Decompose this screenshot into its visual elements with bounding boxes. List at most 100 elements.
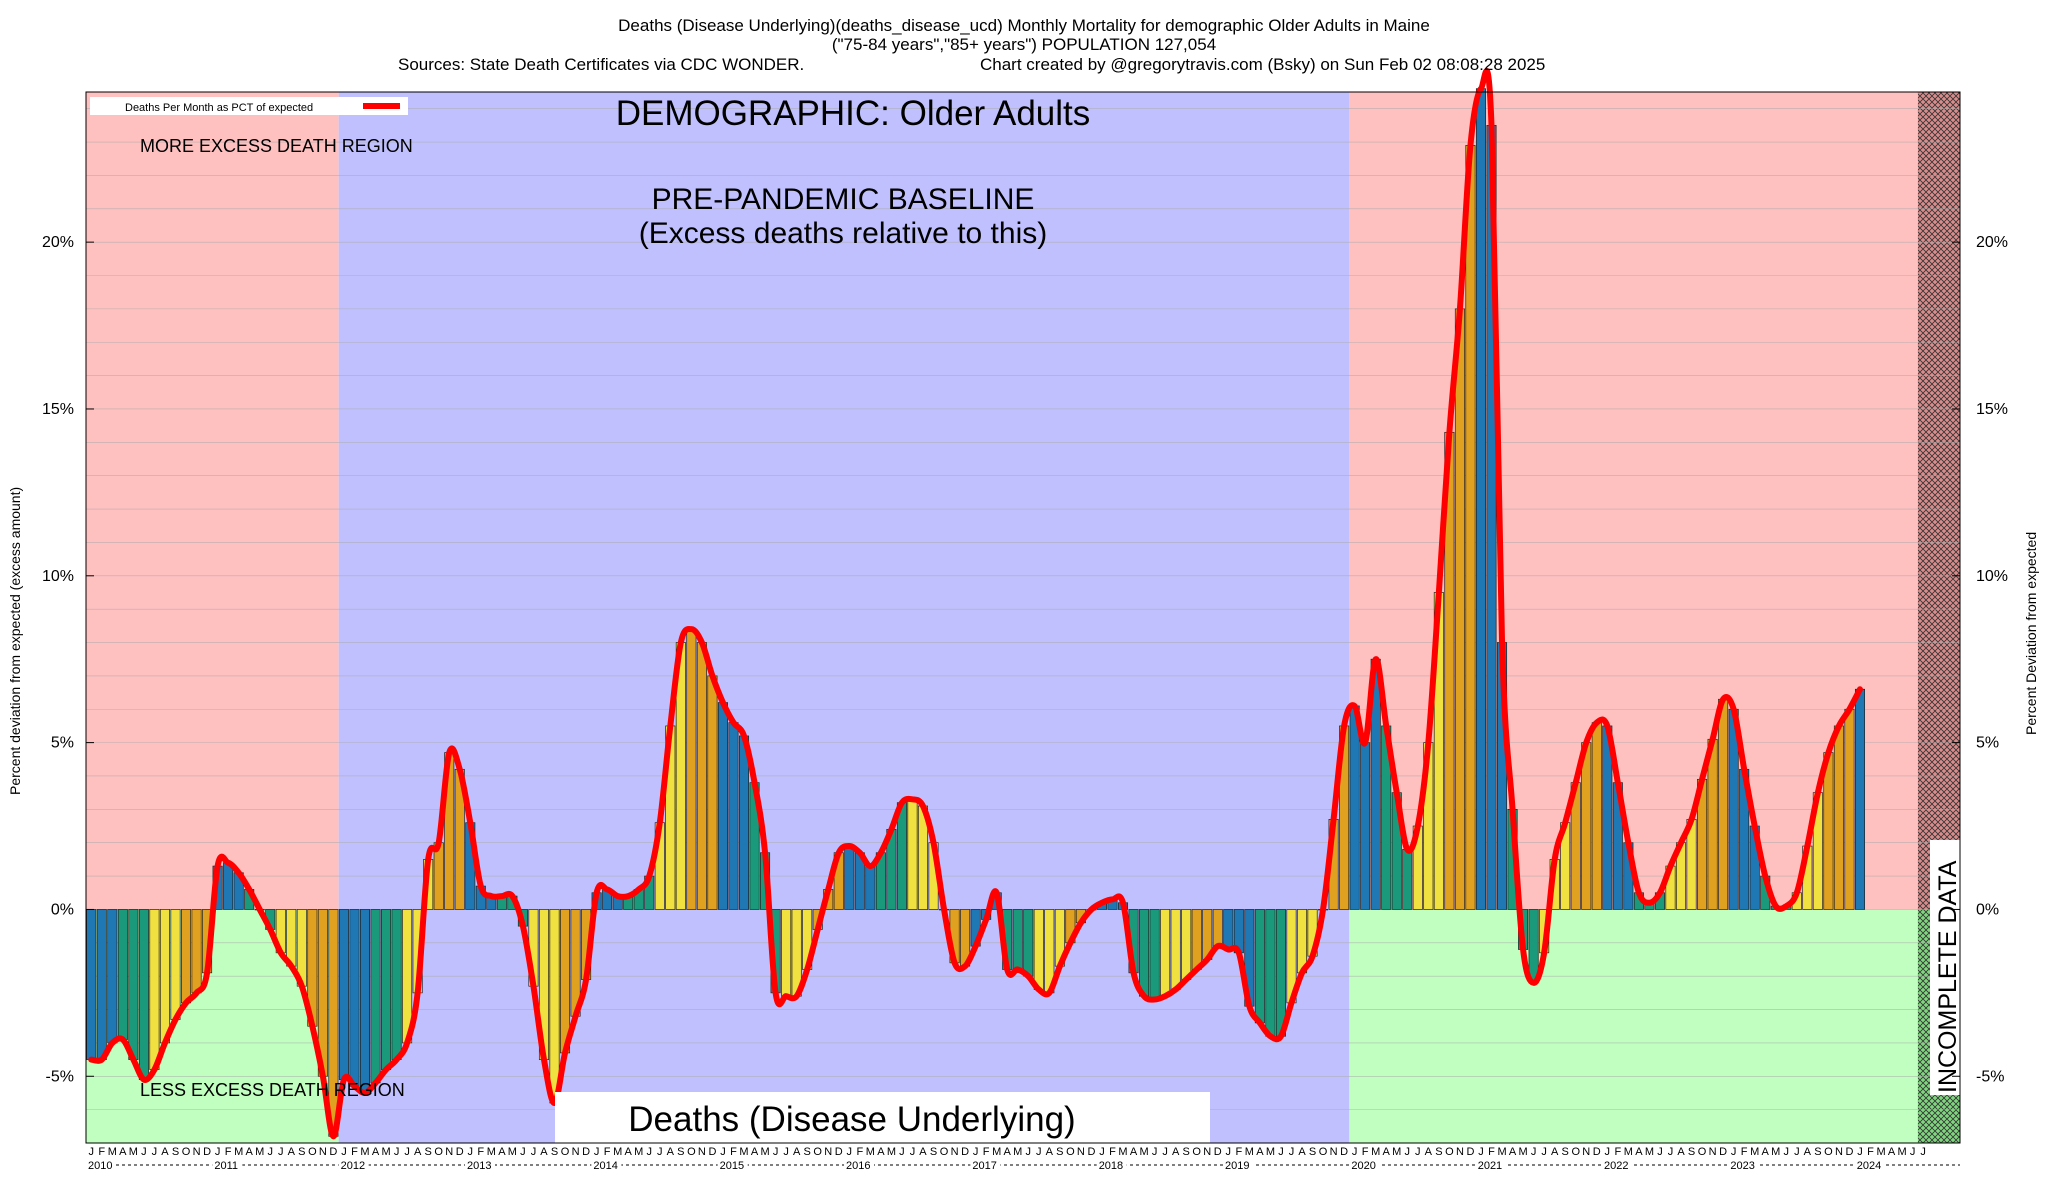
x-month-label: D [1340, 1146, 1348, 1158]
data-bar [328, 909, 339, 1137]
data-bar [1212, 909, 1223, 947]
x-month-label: O [308, 1146, 317, 1158]
year-label-bg [591, 1158, 622, 1171]
x-month-label: M [487, 1146, 496, 1158]
x-month-label: F [225, 1146, 232, 1158]
x-month-label: A [877, 1146, 885, 1158]
x-month-label: J [1352, 1146, 1358, 1158]
bottom-label-box [555, 1092, 1210, 1145]
x-month-label: N [193, 1146, 201, 1158]
x-month-label: J [1794, 1146, 1800, 1158]
y-tick-label-right: 10% [1976, 568, 2008, 585]
baseline-annotation-line-1: PRE-PANDEMIC BASELINE [652, 183, 1035, 216]
x-year-label: 2017 [972, 1160, 996, 1172]
x-month-label: D [203, 1146, 211, 1158]
data-bar [1591, 722, 1602, 910]
data-bar [1033, 909, 1044, 990]
x-month-label: A [246, 1146, 254, 1158]
year-label-bg [970, 1158, 1001, 1171]
data-bar [433, 842, 444, 910]
x-month-label: F [1614, 1146, 1621, 1158]
trend-line [88, 67, 1863, 1140]
legend-box [90, 97, 408, 115]
x-month-label: M [255, 1146, 264, 1158]
x-month-label: S [930, 1146, 937, 1158]
x-month-label: S [551, 1146, 558, 1158]
x-year-label: 2022 [1604, 1160, 1628, 1172]
x-month-label: A [1551, 1146, 1559, 1158]
x-month-label: J [783, 1146, 789, 1158]
data-bar [844, 845, 855, 910]
x-month-label: D [1466, 1146, 1474, 1158]
data-bar [1718, 698, 1729, 910]
x-month-label: J [899, 1146, 905, 1158]
data-bar [1170, 909, 1181, 990]
incomplete-data-region-upper [1917, 92, 1960, 910]
x-month-label: A [1130, 1146, 1138, 1158]
y-tick-label-left: 5% [51, 735, 74, 752]
x-month-label: N [824, 1146, 832, 1158]
x-month-label: J [1278, 1146, 1284, 1158]
data-bar [117, 909, 128, 1040]
x-year-label: 2013 [467, 1160, 491, 1172]
data-bar [1475, 88, 1486, 910]
bottom-metric-label: Deaths (Disease Underlying) [628, 1100, 1075, 1139]
data-bar [359, 909, 371, 1094]
x-month-label: F [1488, 1146, 1495, 1158]
data-bar [1139, 909, 1150, 997]
x-month-label: F [730, 1146, 737, 1158]
more-excess-region-label: MORE EXCESS DEATH REGION [140, 136, 413, 156]
x-month-label: D [1593, 1146, 1601, 1158]
data-bar [1402, 849, 1413, 910]
legend: Deaths Per Month as PCT of expected [90, 97, 408, 115]
x-year-label: 2018 [1099, 1160, 1123, 1172]
x-month-label: J [1152, 1146, 1158, 1158]
y-axis-label-left: Percent deviation from expected (excess … [7, 487, 23, 795]
x-month-label: M [1898, 1146, 1907, 1158]
x-month-label: J [1541, 1146, 1547, 1158]
x-month-label: S [424, 1146, 431, 1158]
plot-frame [85, 91, 1961, 1144]
data-bar [1191, 909, 1202, 970]
x-year-label: 2014 [593, 1160, 617, 1172]
x-month-label: N [951, 1146, 959, 1158]
x-month-label: S [1183, 1146, 1190, 1158]
data-bar [907, 798, 918, 910]
x-month-label: A [667, 1146, 675, 1158]
x-year-label: 2012 [341, 1160, 365, 1172]
data-bar [1528, 909, 1539, 984]
data-bar [349, 909, 360, 1087]
data-bar [191, 909, 202, 994]
data-bar [738, 735, 750, 910]
x-month-label: M [1013, 1146, 1022, 1158]
x-month-label: M [887, 1146, 896, 1158]
x-year-label: 2011 [214, 1160, 238, 1172]
x-month-label: J [1405, 1146, 1411, 1158]
x-month-label: M [634, 1146, 643, 1158]
y-tick-label-right: -5% [1976, 1068, 2004, 1085]
x-month-label: J [1415, 1146, 1421, 1158]
data-bar [1349, 705, 1360, 910]
x-month-label: D [329, 1146, 337, 1158]
x-month-label: J [910, 1146, 916, 1158]
data-bar [223, 862, 234, 910]
x-month-label: S [1309, 1146, 1316, 1158]
x-month-label: D [1719, 1146, 1727, 1158]
x-month-label: M [992, 1146, 1001, 1158]
x-month-label: D [456, 1146, 464, 1158]
baseline-annotation-line-2: (Excess deaths relative to this) [639, 217, 1048, 250]
data-bar [1854, 688, 1865, 910]
x-month-label: M [613, 1146, 622, 1158]
x-month-label: O [1445, 1146, 1454, 1158]
x-month-label: D [835, 1146, 843, 1158]
axes: -5% -5%0% 0%5% 5%10% 10%15% 15%20% 20%J F M A M J J A… [42, 91, 2008, 1172]
x-month-label: M [1750, 1146, 1759, 1158]
x-month-label: M [1518, 1146, 1527, 1158]
x-month-label: J [1026, 1146, 1032, 1158]
credit-text: Chart created by @gregorytravis.com (Bsk… [980, 55, 1545, 74]
x-month-label: M [360, 1146, 369, 1158]
x-month-label: J [1531, 1146, 1537, 1158]
x-month-label: O [687, 1146, 696, 1158]
x-month-label: D [582, 1146, 590, 1158]
